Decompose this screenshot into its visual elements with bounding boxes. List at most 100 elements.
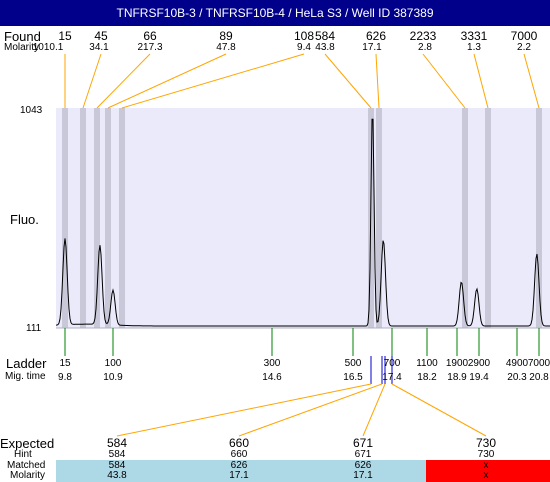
ladder-size: 500 [344, 358, 362, 369]
ladder-size: 7000 [527, 358, 550, 369]
expected-size: 584 [106, 436, 128, 450]
chart-title: TNFRSF10B-3 / TNFRSF10B-4 / HeLa S3 / We… [116, 6, 434, 20]
found-connector [121, 53, 305, 109]
found-size: 584 [314, 29, 336, 43]
peak-band [62, 108, 68, 328]
peak-bands [62, 108, 542, 328]
expected-ticks [370, 356, 393, 384]
found-size: 2233 [409, 29, 437, 43]
expected-hint: 730 [477, 449, 495, 460]
molarity-label: Molarity [4, 42, 40, 53]
ladder-size: 4900 [505, 358, 529, 369]
found-molarity: 1010.1 [32, 42, 64, 53]
expected-size: 730 [475, 436, 497, 450]
y-tick-max: 1043 [20, 105, 43, 116]
found-size: 45 [94, 29, 108, 43]
found-molarity: 9.4 [297, 42, 311, 53]
peak-band [119, 108, 125, 328]
expected-matched: 626 [230, 460, 248, 471]
expected-connector [391, 383, 487, 437]
peak-band [376, 108, 382, 328]
expected-size: 660 [228, 436, 250, 450]
expected-matched: x [483, 460, 489, 471]
found-size: 626 [365, 29, 387, 43]
expected-connectors [116, 383, 487, 437]
title-bar: TNFRSF10B-3 / TNFRSF10B-4 / HeLa S3 / We… [0, 0, 550, 26]
found-label: Found [4, 29, 41, 44]
expected-connector [238, 383, 383, 437]
expected-label: Expected [0, 436, 55, 451]
ladder-size: 300 [263, 358, 281, 369]
expected-size: 671 [352, 436, 374, 450]
expected-molarity: 17.1 [353, 470, 373, 481]
molarity-bottom-label: Molarity [10, 470, 46, 481]
found-connector [324, 53, 372, 109]
found-connectors [64, 53, 540, 109]
matched-label: Matched [7, 460, 46, 471]
expected-connector [362, 383, 386, 437]
found-connector [375, 53, 380, 109]
expected-matched: 626 [354, 460, 372, 471]
ladder-time: 20.8 [529, 372, 549, 383]
matched-band-missing [426, 460, 550, 472]
found-connector [82, 53, 102, 109]
peak-band [105, 108, 111, 328]
found-size: 89 [219, 29, 233, 43]
expected-hint: 660 [230, 449, 248, 460]
found-size: 15 [58, 29, 72, 43]
found-molarity: 2.8 [418, 42, 432, 53]
expected-molarity: 43.8 [107, 470, 127, 481]
found-molarity: 34.1 [89, 42, 109, 53]
found-connector [96, 53, 151, 109]
fluorescence-trace [55, 118, 550, 327]
matched-band-ok [56, 460, 426, 472]
expected-molarity: 17.1 [229, 470, 249, 481]
ladder-size: 2900 [467, 358, 491, 369]
ladder-size: 15 [59, 358, 71, 369]
expected-hint: 671 [354, 449, 372, 460]
ladder-size: 100 [104, 358, 122, 369]
ladder-time: 16.5 [343, 372, 363, 383]
found-connector [422, 53, 466, 109]
found-connector [107, 53, 227, 109]
found-molarity: 47.8 [216, 42, 236, 53]
ladder-time: 18.2 [417, 372, 437, 383]
found-connector [523, 53, 540, 109]
found-size: 7000 [510, 29, 538, 43]
molarity-band-missing [426, 470, 550, 482]
ladder-size: 700 [383, 358, 401, 369]
ladder-time: 20.3 [507, 372, 527, 383]
peak-band [536, 108, 542, 328]
hint-label: Hint [14, 449, 32, 460]
mig-time-label: Mig. time [5, 371, 46, 382]
ladder-size: 1900 [445, 358, 469, 369]
expected-molarity: x [483, 470, 489, 481]
found-molarity: 1.3 [467, 42, 481, 53]
found-size: 108 [293, 29, 315, 43]
found-molarity: 43.8 [315, 42, 335, 53]
ladder-time: 10.9 [103, 372, 123, 383]
ladder-time: 17.4 [382, 372, 402, 383]
molarity-band-ok [56, 470, 426, 482]
ladder-ticks [64, 328, 540, 356]
y-tick-min: 111 [26, 323, 42, 334]
peak-band [462, 108, 468, 328]
found-molarity: 217.3 [137, 42, 163, 53]
found-size: 3331 [460, 29, 488, 43]
peak-band [485, 108, 491, 328]
expected-hint: 584 [108, 449, 126, 460]
ladder-time: 14.6 [262, 372, 282, 383]
found-molarity: 2.2 [517, 42, 531, 53]
found-molarity: 17.1 [362, 42, 382, 53]
peak-band [94, 108, 100, 328]
peak-band [80, 108, 86, 328]
found-connector [473, 53, 489, 109]
ladder-time: 18.9 [447, 372, 467, 383]
ladder-time: 19.4 [469, 372, 489, 383]
ladder-label: Ladder [6, 356, 47, 371]
found-size: 66 [143, 29, 157, 43]
y-axis-label: Fluo. [10, 212, 39, 227]
expected-connector [116, 383, 372, 437]
ladder-time: 9.8 [58, 372, 72, 383]
